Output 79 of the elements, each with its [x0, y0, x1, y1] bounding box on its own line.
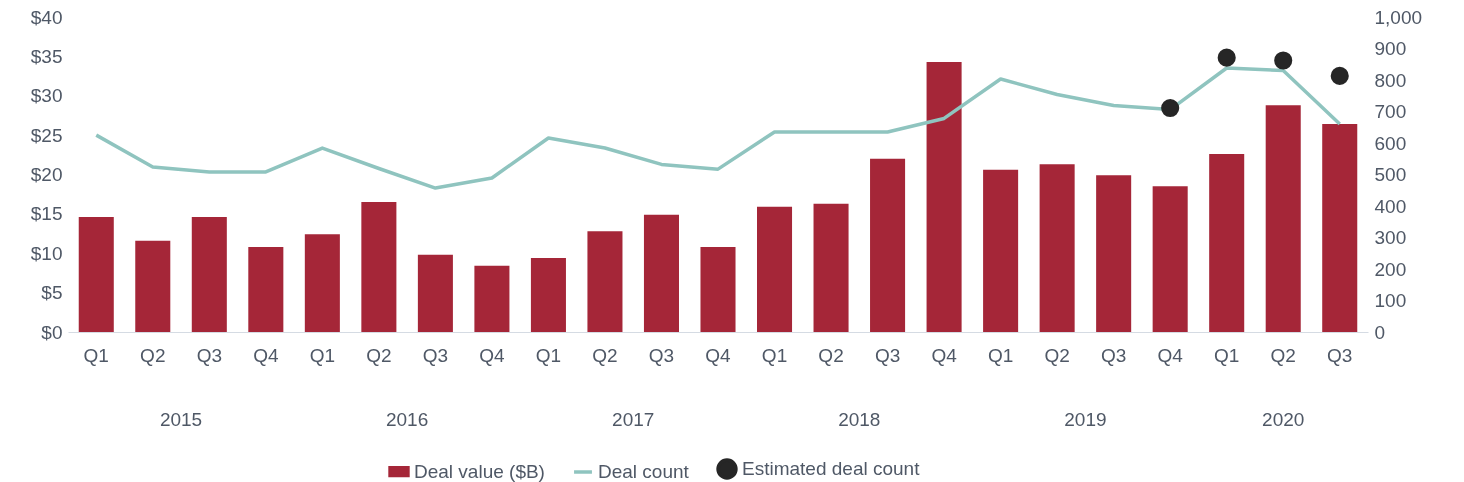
y2-tick-label: 200: [1374, 258, 1407, 280]
bar: [135, 240, 171, 332]
x-tick-label: Q1: [761, 344, 788, 366]
x-tick-label: Q4: [1157, 344, 1184, 366]
x-tick-label: Q3: [874, 344, 901, 366]
text: 2020: [1262, 409, 1305, 430]
legend-label: Deal count: [598, 461, 690, 482]
bar: [587, 231, 623, 332]
x-tick-label: Q3: [1327, 344, 1353, 366]
x-tick-label: Q1: [309, 344, 336, 366]
x-tick-label: Q4: [931, 344, 958, 366]
x-tick-label: Q3: [196, 344, 222, 366]
y2-tick-label: 600: [1374, 132, 1407, 154]
x-tick-label: Q2: [140, 344, 166, 366]
y2-tick-label: 800: [1374, 69, 1407, 91]
bar: [417, 254, 453, 332]
text: 2015: [159, 409, 203, 430]
x-tick-label: Q2: [818, 344, 844, 366]
bar: [1322, 124, 1358, 332]
bar: [870, 158, 906, 332]
y-tick-label: $5: [41, 282, 63, 304]
x-tick-label: Q3: [1100, 344, 1127, 366]
x-tick-label: Q2: [1270, 344, 1296, 366]
y2-tick-label: 400: [1374, 195, 1407, 217]
text: 2019: [1064, 409, 1107, 430]
x-tick-label: Q4: [705, 344, 732, 366]
y-tick-label: $25: [30, 124, 63, 146]
text: 2017: [612, 409, 655, 430]
bar: [1039, 164, 1075, 332]
bar: [700, 246, 736, 332]
x-tick-label: Q3: [422, 344, 449, 366]
point: [1217, 48, 1236, 67]
bar: [361, 202, 397, 332]
text: 2016: [385, 409, 429, 430]
x-tick-label: Q2: [366, 344, 392, 366]
x-tick-label: Q1: [83, 344, 109, 366]
y2-tick-label: 1,000: [1374, 6, 1423, 28]
x-tick-label: Q4: [253, 344, 279, 366]
x-tick-label: Q1: [1214, 344, 1240, 366]
text: 2018: [838, 409, 881, 430]
bar: [304, 234, 340, 332]
y-tick-label: $35: [30, 45, 63, 67]
y2-tick-label: 500: [1374, 164, 1407, 185]
y2-tick-label: 900: [1374, 38, 1407, 59]
bar: [1152, 186, 1188, 332]
y2-tick-label: 100: [1374, 290, 1407, 311]
bar: [813, 203, 849, 332]
bar: [983, 169, 1019, 332]
point: [1161, 98, 1180, 118]
y2-tick-label: 0: [1374, 321, 1386, 343]
y2-tick-label: 700: [1374, 101, 1407, 122]
bar: [474, 265, 510, 332]
x-tick-label: Q1: [535, 344, 562, 366]
y-tick-label: $15: [30, 203, 63, 225]
x-tick-label: Q4: [479, 344, 506, 366]
bar: [643, 214, 679, 332]
x-tick-label: Q2: [1044, 344, 1070, 366]
y2-tick-label: 300: [1374, 227, 1407, 248]
y-tick-label: $10: [30, 242, 63, 264]
y-tick-label: $30: [30, 85, 63, 107]
y-tick-label: $20: [30, 164, 63, 185]
legend-label: Estimated deal count: [742, 458, 921, 480]
bar: [191, 217, 227, 332]
y-tick-label: $40: [30, 6, 63, 28]
point: [1274, 51, 1293, 70]
bar: [926, 61, 962, 332]
bar: [1209, 154, 1245, 332]
bar: [1096, 175, 1132, 332]
bar: [1265, 105, 1301, 332]
bar: [248, 246, 284, 332]
x-tick-label: Q3: [648, 344, 675, 366]
y-tick-label: $0: [41, 321, 63, 343]
bar: [757, 206, 793, 332]
legend-label: Deal value ($B): [414, 460, 545, 482]
x-tick-label: Q2: [592, 344, 618, 366]
bar: [530, 257, 566, 332]
bar: [78, 217, 114, 332]
x-tick-label: Q1: [987, 344, 1014, 366]
point: [1330, 66, 1349, 85]
